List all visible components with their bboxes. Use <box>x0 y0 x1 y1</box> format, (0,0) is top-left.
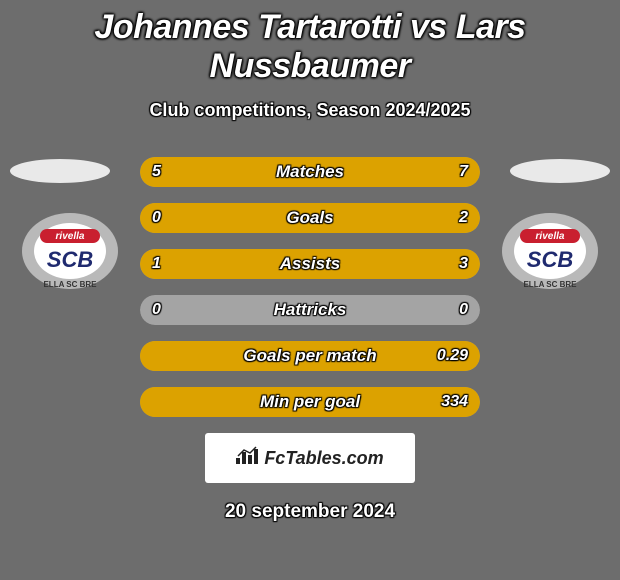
stat-label: Min per goal <box>140 387 480 417</box>
stat-row: Hattricks0 0 <box>140 295 480 325</box>
club-badge-left: ELLA SC BRE rivella SCB <box>20 211 120 291</box>
source-logo: FcTables.com <box>205 433 415 483</box>
comparison-area: ELLA SC BRE rivella SCB ELLA SC BRE rivella… <box>0 157 620 417</box>
stat-value-left: 5 <box>152 157 161 187</box>
svg-text:ELLA SC BRE: ELLA SC BRE <box>43 280 97 289</box>
stat-bars: Matches57Goals02Assists13Hattricks00Goal… <box>140 157 480 417</box>
svg-text:rivella: rivella <box>536 231 565 242</box>
player-photo-left <box>10 159 110 183</box>
stat-label: Hattricks <box>140 295 480 325</box>
source-logo-text: FcTables.com <box>264 448 383 469</box>
stat-label: Matches <box>140 157 480 187</box>
stat-value-right: 2 <box>459 203 468 233</box>
stat-row: Min per goal334 <box>140 387 480 417</box>
stat-row: Goals per match0.29 <box>140 341 480 371</box>
stat-row: Matches5 7 <box>140 157 480 187</box>
chart-icon <box>236 446 258 470</box>
svg-text:rivella: rivella <box>56 231 85 242</box>
stat-value-right: 0.29 <box>437 341 468 371</box>
svg-text:SCB: SCB <box>527 247 574 272</box>
stat-value-right: 0 <box>459 295 468 325</box>
stat-value-left: 0 <box>152 203 161 233</box>
svg-text:SCB: SCB <box>47 247 94 272</box>
stat-value-right: 7 <box>459 157 468 187</box>
stat-label: Assists <box>140 249 480 279</box>
club-badge-right: ELLA SC BRE rivella SCB <box>500 211 600 291</box>
stat-label: Goals <box>140 203 480 233</box>
stat-label: Goals per match <box>140 341 480 371</box>
player-photo-right <box>510 159 610 183</box>
svg-text:ELLA SC BRE: ELLA SC BRE <box>523 280 577 289</box>
stat-row: Goals0 2 <box>140 203 480 233</box>
page-title: Johannes Tartarotti vs Lars Nussbaumer <box>0 0 620 86</box>
stat-row: Assists1 3 <box>140 249 480 279</box>
stat-value-left: 0 <box>152 295 161 325</box>
stat-value-left: 1 <box>152 249 161 279</box>
stat-value-right: 3 <box>459 249 468 279</box>
subtitle: Club competitions, Season 2024/2025 <box>0 100 620 121</box>
date-label: 20 september 2024 <box>0 501 620 523</box>
stat-value-right: 334 <box>441 387 468 417</box>
